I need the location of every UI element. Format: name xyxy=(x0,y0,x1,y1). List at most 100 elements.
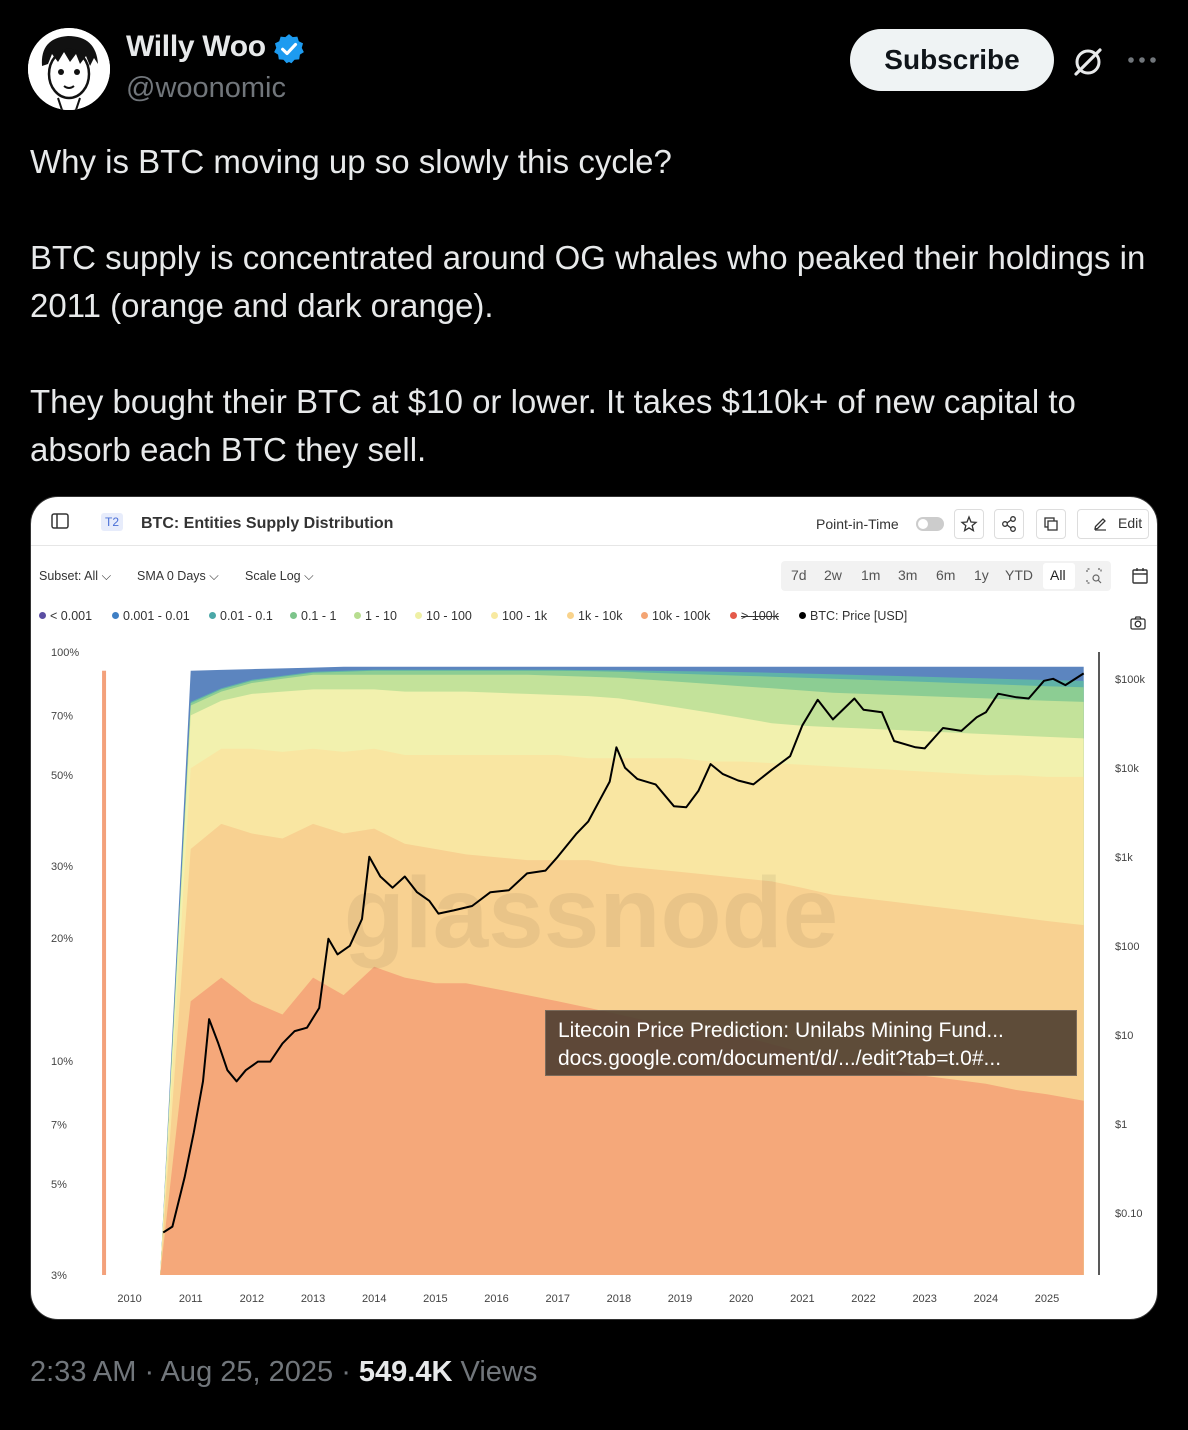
y-right-tick-label: $100k xyxy=(1115,674,1145,686)
legend-item[interactable]: 0.01 - 0.1 xyxy=(209,609,273,623)
y-right-tick-label: $1k xyxy=(1115,852,1133,864)
legend-swatch xyxy=(567,612,574,619)
range-option[interactable]: 3m xyxy=(898,567,918,583)
range-option[interactable]: 1m xyxy=(861,567,881,583)
legend-swatch xyxy=(354,612,361,619)
legend-item[interactable]: 1k - 10k xyxy=(567,609,622,623)
tweet-metadata: 2:33 AM · Aug 25, 2025 · 549.4K Views xyxy=(30,1356,537,1389)
x-tick-label: 2020 xyxy=(729,1293,753,1305)
tweet-date[interactable]: Aug 25, 2025 xyxy=(160,1356,334,1388)
tooltip-url: docs.google.com/document/d/.../edit?tab=… xyxy=(558,1047,1002,1070)
time-range-selector: 7d 2w 1m 3m 6m 1y YTD All xyxy=(781,561,1111,591)
y-left-tick-label: 3% xyxy=(51,1270,67,1282)
tweet-paragraph: They bought their BTC at $10 or lower. I… xyxy=(30,383,1076,468)
tweet-media-image[interactable]: T2 BTC: Entities Supply Distribution Poi… xyxy=(30,496,1158,1320)
views-count[interactable]: 549.4K xyxy=(358,1356,453,1388)
chevron-down-icon: ⌵ xyxy=(101,569,112,583)
x-tick-label: 2024 xyxy=(974,1293,998,1305)
scale-select[interactable]: Scale Log ⌵ xyxy=(245,569,314,584)
avatar-illustration xyxy=(28,28,110,110)
x-tick-label: 2012 xyxy=(240,1293,264,1305)
range-option[interactable]: YTD xyxy=(1005,567,1033,583)
more-options-icon[interactable] xyxy=(1124,50,1160,70)
legend-swatch xyxy=(799,612,806,619)
legend-label: BTC: Price [USD] xyxy=(810,609,908,623)
tweet-time[interactable]: 2:33 AM xyxy=(30,1356,137,1388)
range-option[interactable]: 2w xyxy=(824,567,842,583)
legend-label: 0.001 - 0.01 xyxy=(123,609,190,623)
tooltip-title: Litecoin Price Prediction: Unilabs Minin… xyxy=(558,1019,1004,1042)
range-option[interactable]: 1y xyxy=(974,567,989,583)
legend-item[interactable]: BTC: Price [USD] xyxy=(799,609,907,623)
x-tick-label: 2022 xyxy=(851,1293,875,1305)
subscribe-button[interactable]: Subscribe xyxy=(850,29,1054,91)
subset-label: Subset: All xyxy=(39,569,99,583)
edit-button[interactable]: Edit xyxy=(1077,509,1149,539)
range-option-active[interactable]: All xyxy=(1043,563,1075,589)
y-left-tick-label: 100% xyxy=(51,647,79,659)
x-tick-label: 2015 xyxy=(423,1293,447,1305)
copy-icon xyxy=(1044,517,1058,531)
duplicate-button[interactable] xyxy=(1036,509,1066,539)
x-tick-label: 2019 xyxy=(668,1293,692,1305)
supply-distribution-chart[interactable]: glassnode 2010 2011 2012 2013 2014 2015 2016 20… xyxy=(31,637,1158,1317)
legend-label: > 100k xyxy=(741,609,779,623)
author-name[interactable]: Willy Woo xyxy=(126,30,266,63)
legend-item[interactable]: 1 - 10 xyxy=(354,609,397,623)
legend-label: 0.1 - 1 xyxy=(301,609,337,623)
favorite-button[interactable] xyxy=(954,509,984,539)
grok-icon[interactable] xyxy=(1070,44,1106,80)
link-tooltip: Litecoin Price Prediction: Unilabs Minin… xyxy=(545,1010,1077,1076)
legend-item[interactable]: 0.1 - 1 xyxy=(290,609,336,623)
legend-swatch xyxy=(641,612,648,619)
sidebar-toggle-icon[interactable] xyxy=(51,513,69,529)
range-option[interactable]: 7d xyxy=(791,567,807,583)
chevron-down-icon: ⌵ xyxy=(304,569,314,583)
x-tick-label: 2021 xyxy=(790,1293,814,1305)
pencil-icon xyxy=(1094,518,1106,531)
tweet-paragraph: BTC supply is concentrated around OG wha… xyxy=(30,239,1146,324)
legend-swatch xyxy=(39,612,46,619)
legend-label: 1 - 10 xyxy=(365,609,397,623)
chart-toolbar: T2 BTC: Entities Supply Distribution Poi… xyxy=(31,497,1157,546)
y-left-tick-label: 10% xyxy=(51,1056,73,1068)
y-left-tick-label: 7% xyxy=(51,1119,67,1131)
legend-label: < 0.001 xyxy=(50,609,93,623)
band-genesis xyxy=(102,670,107,1275)
calendar-icon[interactable] xyxy=(1131,567,1149,585)
y-left-tick-label: 50% xyxy=(51,770,73,782)
separator: · xyxy=(144,1356,161,1388)
legend-item[interactable]: 100 - 1k xyxy=(491,609,547,623)
sma-select[interactable]: SMA 0 Days ⌵ xyxy=(137,569,219,584)
scale-label: Scale Log xyxy=(245,569,301,583)
legend-item[interactable]: > 100k xyxy=(730,609,779,623)
legend-swatch xyxy=(730,612,737,619)
tier-badge: T2 xyxy=(101,513,124,531)
point-in-time-label: Point-in-Time xyxy=(816,516,899,532)
legend-item[interactable]: 10 - 100 xyxy=(415,609,472,623)
share-button[interactable] xyxy=(994,509,1024,539)
legend-label: 10k - 100k xyxy=(652,609,711,623)
zoom-select-icon[interactable] xyxy=(1085,567,1103,585)
legend-item[interactable]: < 0.001 xyxy=(39,609,92,623)
legend-item[interactable]: 10k - 100k xyxy=(641,609,710,623)
share-icon xyxy=(1002,516,1016,532)
subset-select[interactable]: Subset: All ⌵ xyxy=(39,569,111,584)
point-in-time-toggle[interactable] xyxy=(916,517,944,531)
legend-label: 0.01 - 0.1 xyxy=(220,609,273,623)
author-handle[interactable]: @woonomic xyxy=(126,72,286,104)
camera-icon[interactable] xyxy=(1129,615,1147,631)
legend-swatch xyxy=(112,612,119,619)
verified-badge-icon[interactable] xyxy=(272,32,306,66)
range-option[interactable]: 6m xyxy=(936,567,956,583)
legend-swatch xyxy=(415,612,422,619)
x-tick-label: 2014 xyxy=(362,1293,386,1305)
views-label: Views xyxy=(460,1356,538,1388)
legend-swatch xyxy=(290,612,297,619)
legend-item[interactable]: 0.001 - 0.01 xyxy=(112,609,190,623)
y-right-tick-label: $10 xyxy=(1115,1030,1133,1042)
legend-label: 10 - 100 xyxy=(426,609,472,623)
chart-title: BTC: Entities Supply Distribution xyxy=(141,515,394,532)
avatar[interactable] xyxy=(28,28,110,110)
y-left-tick-label: 30% xyxy=(51,861,73,873)
